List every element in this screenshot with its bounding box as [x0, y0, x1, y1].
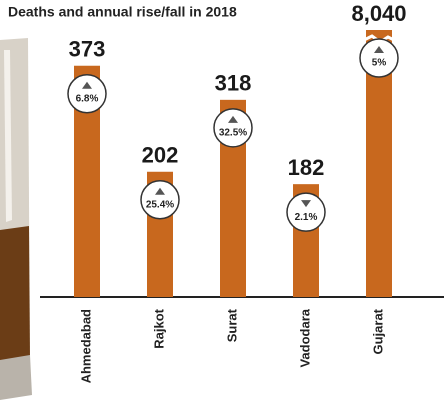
value-label: 8,040	[351, 1, 406, 26]
change-badge	[286, 192, 326, 232]
change-label: 2.1%	[295, 212, 318, 223]
change-badge	[359, 38, 399, 78]
change-badge	[140, 180, 180, 220]
x-tick-label: Surat	[224, 308, 239, 342]
change-arrow	[228, 115, 238, 123]
change-arrow	[301, 200, 311, 208]
change-label: 6.8%	[76, 93, 99, 104]
x-tick-label: Vadodara	[297, 308, 312, 367]
change-arrow	[155, 187, 165, 195]
x-tick-label: Ahmedabad	[78, 309, 93, 383]
change-label: 32.5%	[219, 127, 247, 138]
change-label: 25.4%	[146, 199, 174, 210]
x-tick-label: Gujarat	[370, 308, 385, 354]
change-badge	[67, 73, 107, 114]
value-label: 182	[288, 155, 325, 180]
value-label: 318	[215, 71, 252, 96]
value-label: 373	[69, 37, 106, 62]
value-label: 202	[142, 143, 179, 168]
change-arrow	[82, 81, 92, 89]
chart-title: Deaths and annual rise/fall in 2018	[8, 4, 237, 20]
glass-photo	[0, 38, 32, 400]
change-badge	[213, 108, 253, 148]
x-tick-label: Rajkot	[151, 308, 166, 348]
change-label: 5%	[372, 58, 387, 69]
change-arrow	[374, 46, 384, 53]
